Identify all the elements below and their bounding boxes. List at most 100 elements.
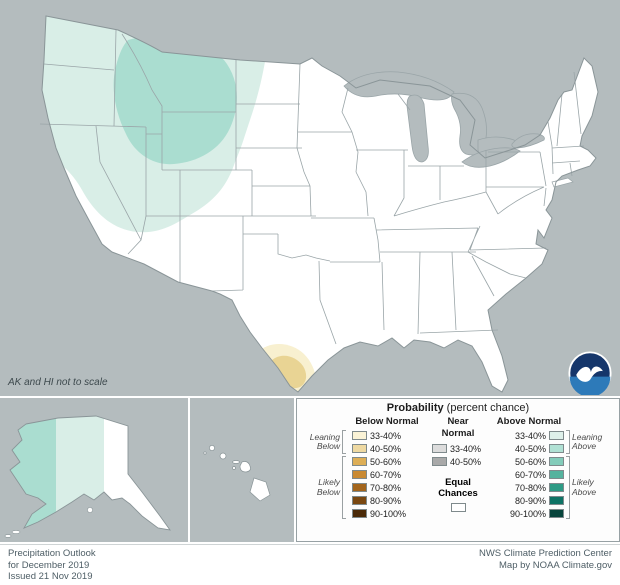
legend-item: 80-90% [494,494,564,507]
likely-below-label: Likely Below [316,477,340,497]
credit-line: NWS Climate Prediction Center [478,548,612,559]
caption-line: Precipitation Outlook [8,548,96,559]
noaa-logo-sea [569,376,611,398]
likely-above-group: Likely Above [564,455,612,520]
color-swatch [431,444,447,453]
caption-line: Issued 21 Nov 2019 [8,571,93,582]
oahu [219,452,227,460]
swatch-label: 50-60% [370,456,402,467]
conus-map: AK and HI not to scale [0,0,620,398]
long-island [551,177,574,188]
noaa-logo-gull [576,366,603,382]
probability-legend: Probability (percent chance) Leaning Bel… [296,398,620,542]
swatch-label: 60-70% [370,469,402,480]
legend-item: 70-80% [494,481,564,494]
color-swatch [352,496,367,505]
swatch-label: 70-80% [370,482,402,493]
likely-above-bracket [566,456,570,519]
legend-body: Leaning Below Likely Below Below Normal … [301,416,615,520]
lake-erie [461,147,521,168]
hawaii-inset-map [190,398,294,542]
equal-chances-group: Equal Chances [428,477,488,517]
likely-below-bracket [342,456,346,519]
aleutian-islands [4,507,93,538]
below-bracket-labels: Leaning Below Likely Below [304,416,352,520]
color-swatch [352,457,367,466]
color-swatch [549,444,564,453]
swatch-label: 40-50% [514,443,546,454]
swatch-label: 60-70% [514,469,546,480]
near-normal-header: Near Normal [441,416,475,439]
hawaii-big-island [249,477,271,502]
leaning-above-bracket [566,430,570,454]
leaning-below-group: Leaning Below [304,429,352,455]
color-swatch [549,509,564,518]
legend-title-bold: Probability [386,402,444,414]
color-swatch [352,470,367,479]
likely-below-group: Likely Below [304,455,352,520]
legend-item: 90-100% [352,507,422,520]
legend-item: 60-70% [352,468,422,481]
footer: Precipitation Outlook for December 2019 … [0,544,620,585]
color-swatch [431,457,447,466]
swatch-label: 33-40% [514,430,546,441]
lake-huron [451,92,487,156]
color-swatch [549,496,564,505]
lake-superior [343,71,455,101]
niihau [203,451,207,455]
swatch-label: 90-100% [509,508,546,519]
legend-item: 70-80% [352,481,422,494]
swatch-label: 40-50% [449,456,482,467]
state-borders [39,29,585,345]
molokai [232,460,240,464]
legend-item: 80-90% [352,494,422,507]
legend-item: 60-70% [494,468,564,481]
legend-item: 40-50% [352,442,422,455]
swatch-label: 50-60% [514,456,546,467]
above-normal-40-50-region [113,36,237,165]
alaska-inset-map [0,398,188,542]
swatch-label: 90-100% [370,508,407,519]
map-credits: NWS Climate Prediction Center Map by NOA… [479,548,612,585]
swatch-label: 33-40% [370,430,402,441]
kauai [209,445,215,451]
us-border [41,15,599,393]
color-swatch [549,470,564,479]
caption-line: for December 2019 [8,559,90,571]
alaska-border [9,415,171,531]
color-swatch [352,444,367,453]
hawaii-map-svg [190,398,294,542]
alaska-map-svg [0,398,188,542]
noaa-logo [568,351,612,398]
color-swatch [549,483,564,492]
swatch-label: 80-90% [514,495,546,506]
credit-line: Map by NOAA Climate.gov [499,559,612,571]
hawaiian-islands [203,445,271,502]
equal-chances-swatch [450,503,466,512]
swatch-label: 80-90% [370,495,402,506]
lanai [232,466,236,470]
equal-chances-label: Equal Chances [438,477,478,499]
legend-item: 40-50% [428,455,488,468]
us-precipitation-map-svg [0,0,620,396]
scale-note: AK and HI not to scale [8,377,108,388]
lake-michigan [406,94,429,163]
likely-above-label: Likely Above [572,477,597,497]
leaning-above-group: Leaning Above [564,429,612,455]
kodiak-island [87,507,93,513]
color-swatch [352,431,367,440]
swatch-label: 33-40% [449,443,482,454]
legend-title: Probability (percent chance) [301,402,615,414]
legend-below-normal-column: Below Normal 33-40% 40-50% 50-60% [352,416,422,520]
legend-item: 90-100% [494,507,564,520]
above-normal-header: Above Normal [496,416,562,427]
color-swatch [549,431,564,440]
legend-item: 40-50% [494,442,564,455]
leaning-above-label: Leaning Above [572,431,603,451]
legend-item: 33-40% [494,429,564,442]
legend-near-normal-column: Near Normal 33-40% 40-50% Equal Chances [422,416,494,520]
swatch-label: 70-80% [514,482,546,493]
legend-title-normal: (percent chance) [446,402,530,414]
color-swatch [549,457,564,466]
